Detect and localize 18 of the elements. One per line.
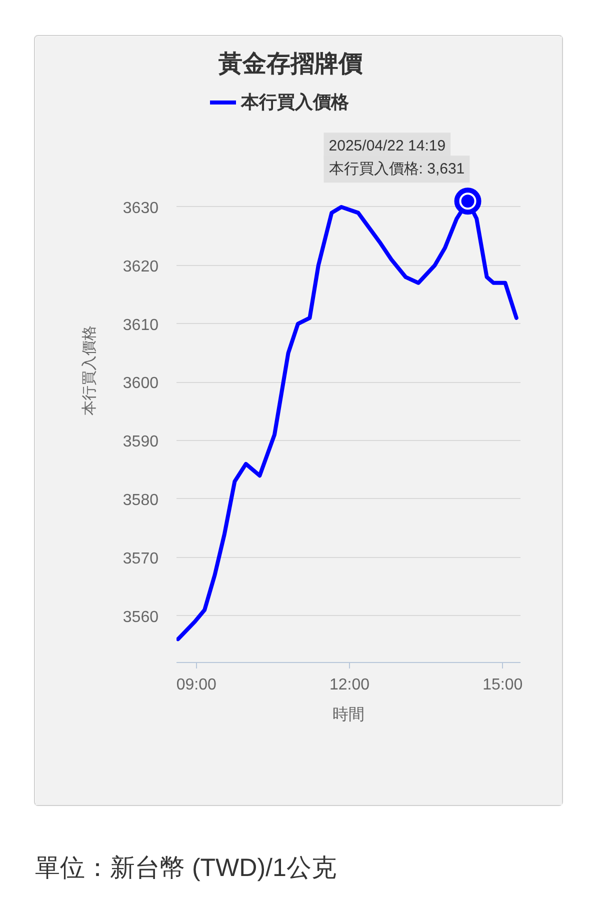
- y-tick-label: 3610: [122, 316, 159, 334]
- y-tick-label: 3560: [122, 608, 159, 626]
- legend-label: 本行買入價格: [241, 91, 349, 114]
- text: 單位：新台幣 (TWD)/1公克: [35, 853, 336, 884]
- x-tick-label: 09:00: [176, 676, 217, 694]
- y-axis-title: 本行買入價格: [80, 326, 98, 416]
- y-tick-label: 3570: [122, 550, 159, 568]
- y-tick-label: 3580: [122, 492, 159, 509]
- y-tick-label: 3620: [122, 258, 159, 276]
- y-tick-label: 3600: [122, 375, 159, 392]
- x-tick-label: 12:00: [330, 676, 370, 694]
- y-tick-label: 3590: [122, 434, 159, 451]
- chart-title: 黃金存摺牌價: [218, 50, 364, 78]
- annotation: 2025/04/22 14:19: [328, 138, 446, 155]
- annotation: 本行買入價格: 3,631: [328, 160, 465, 178]
- y-tick-label: 3630: [122, 200, 159, 217]
- x-axis-title: 時間: [332, 706, 364, 724]
- x-tick-label: 15:00: [482, 676, 523, 694]
